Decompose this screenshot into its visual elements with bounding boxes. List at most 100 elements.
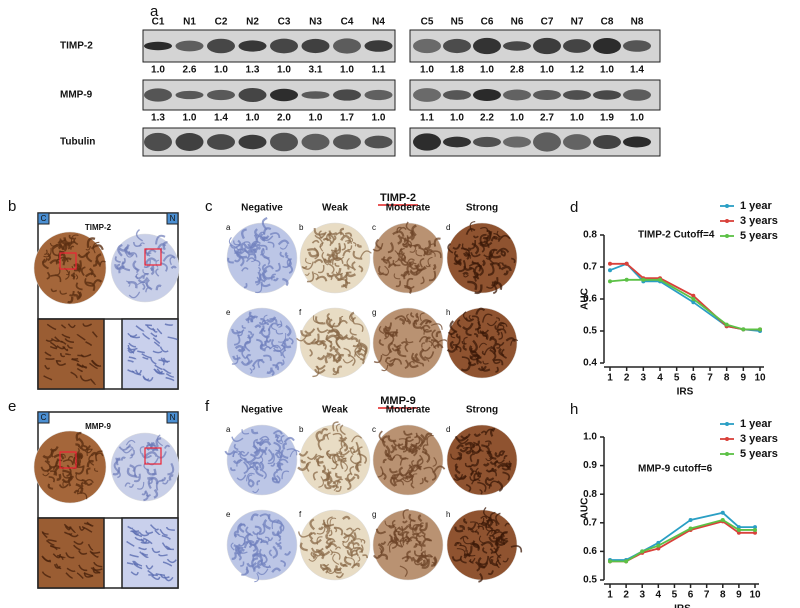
tissue-fiber <box>255 284 263 294</box>
tissue-fiber <box>408 513 416 523</box>
roi <box>59 252 77 270</box>
tissue-fiber <box>308 556 318 562</box>
tissue-fiber <box>508 460 511 466</box>
lane-label: C1 <box>152 17 165 28</box>
tissue-fiber <box>233 544 241 555</box>
tissue-fiber <box>398 466 404 477</box>
tissue-fiber <box>63 237 76 245</box>
tissue-fiber <box>354 345 361 359</box>
tissue-fiber <box>499 451 505 456</box>
band <box>301 38 330 54</box>
tissue-fiber <box>332 479 342 485</box>
tissue-fiber <box>397 525 404 536</box>
tissue-fiber <box>411 460 415 466</box>
band <box>563 39 591 53</box>
tissue-fiber <box>422 444 428 451</box>
tissue-fiber <box>354 350 361 357</box>
tissue-fiber <box>44 364 51 370</box>
tissue-fiber <box>415 434 424 448</box>
point <box>688 526 693 531</box>
tissue-fiber <box>146 468 158 476</box>
tissue-fiber <box>117 243 123 257</box>
tissue-fiber <box>464 251 470 260</box>
tissue-fiber <box>118 244 130 252</box>
tissue-fiber <box>279 244 288 250</box>
tissue-fiber <box>94 468 99 472</box>
tissue-fiber <box>151 547 161 554</box>
tissue-fiber <box>93 561 103 568</box>
sublabel: g <box>372 510 376 519</box>
tissue-fiber <box>452 335 461 346</box>
tissue-fiber <box>271 477 279 483</box>
tissue-fiber <box>236 474 247 481</box>
tissue-fiber <box>342 358 354 364</box>
tissue-fiber <box>137 481 145 490</box>
ratio: 1.0 <box>570 113 584 124</box>
tissue-fiber <box>77 354 84 358</box>
tissue-fiber <box>404 556 409 562</box>
tissue-fiber <box>313 258 324 264</box>
point <box>608 268 612 273</box>
tissue-fiber <box>133 560 143 567</box>
tissue-fiber <box>281 359 285 366</box>
tissue-fiber <box>256 531 265 541</box>
tissue-fiber <box>243 282 248 289</box>
tissue-fiber <box>155 572 166 577</box>
tissue-fiber <box>162 368 172 374</box>
x-tick-label: 5 <box>674 373 680 384</box>
tissue-fiber <box>511 257 516 264</box>
tissue-fiber <box>250 513 259 521</box>
tissue-fiber <box>345 279 351 284</box>
tissue-fiber <box>461 340 467 345</box>
tissue-fiber <box>57 256 69 263</box>
tissue-fiber <box>268 549 273 557</box>
tissue-fiber <box>453 250 459 258</box>
tissue-fiber <box>346 541 355 548</box>
tissue-fiber <box>300 330 312 337</box>
tissue-fiber <box>335 356 343 361</box>
tissue-fiber <box>471 459 480 467</box>
sublabel: f <box>299 510 302 519</box>
point <box>691 300 696 305</box>
tissue-fiber <box>145 530 154 535</box>
tissue-fiber <box>352 250 363 260</box>
tissue-fiber <box>276 436 283 445</box>
tissue-fiber <box>449 340 454 350</box>
tissue-fiber <box>308 251 319 258</box>
band <box>593 90 621 100</box>
tissue-fiber <box>151 575 161 581</box>
lane-label: C5 <box>421 17 434 28</box>
tissue-fiber <box>483 462 490 467</box>
tag-box <box>166 212 179 225</box>
tissue-fiber <box>359 544 364 553</box>
tissue-fiber <box>335 472 342 479</box>
tissue-fiber <box>346 257 354 270</box>
tissue-fiber <box>431 323 443 330</box>
lane-label: N2 <box>246 17 259 28</box>
tissue-fiber <box>432 263 437 271</box>
band <box>623 40 651 52</box>
tissue-fiber <box>491 531 505 538</box>
tissue-fiber <box>285 324 292 337</box>
tissue-fiber <box>49 259 60 265</box>
tissue-fiber <box>421 342 426 348</box>
tissue-fiber <box>358 343 368 356</box>
tissue-fiber <box>388 468 398 474</box>
tissue-fiber <box>335 485 342 493</box>
roi <box>144 447 162 465</box>
tissue-fiber <box>423 476 429 483</box>
sublabel: h <box>446 510 450 519</box>
tissue-fiber <box>489 262 502 270</box>
tissue-fiber <box>261 236 269 241</box>
tissue-fiber <box>288 264 294 274</box>
tissue-fiber <box>418 336 429 343</box>
tissue-fiber <box>385 322 392 329</box>
tissue-fiber <box>127 344 138 351</box>
tissue-fiber <box>297 463 310 471</box>
point <box>624 559 629 564</box>
tissue-fiber <box>381 471 387 481</box>
tissue-fiber <box>469 521 480 529</box>
tissue-fiber <box>463 546 473 556</box>
tag: C <box>41 214 47 223</box>
x-tick-label: 2 <box>624 373 630 384</box>
